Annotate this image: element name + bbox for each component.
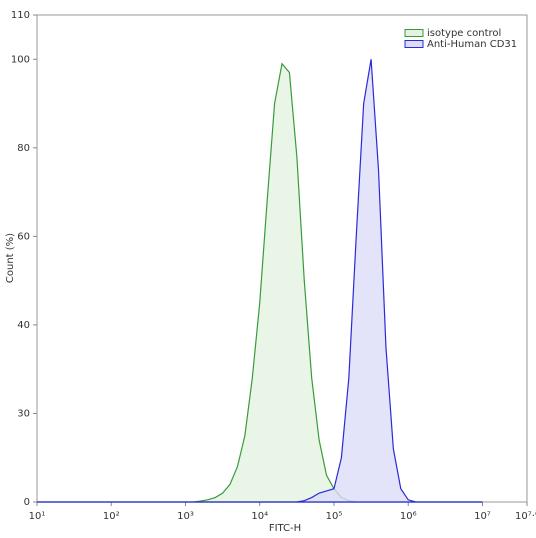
- legend-swatch: [404, 40, 424, 48]
- y-tick-label: 30: [17, 408, 30, 419]
- x-tick-label: 10²: [103, 511, 120, 522]
- x-tick-label: 10⁷: [474, 511, 491, 522]
- legend-swatch: [404, 29, 424, 37]
- legend-label: Anti-Human CD31: [427, 39, 517, 50]
- x-axis-label: FITC-H: [269, 523, 301, 534]
- y-tick-label: 110: [11, 10, 30, 21]
- x-tick-label: 10⁷·⁶: [515, 511, 536, 522]
- x-tick-label: 10³: [177, 511, 194, 522]
- y-tick-label: 0: [24, 497, 30, 508]
- y-axis-label: Count (%): [5, 233, 16, 283]
- x-tick-label: 10⁶: [400, 511, 417, 522]
- y-tick-label: 80: [17, 143, 30, 154]
- histogram-curve: [37, 62, 483, 503]
- x-tick-label: 10⁴: [251, 511, 268, 522]
- histogram-curve: [37, 59, 483, 503]
- y-tick-label: 100: [11, 54, 30, 65]
- y-tick-label: 60: [17, 231, 30, 242]
- x-tick-label: 10¹: [29, 511, 46, 522]
- y-tick-label: 40: [17, 320, 30, 331]
- legend-label: isotype control: [427, 28, 501, 39]
- x-tick-label: 10⁵: [326, 511, 343, 522]
